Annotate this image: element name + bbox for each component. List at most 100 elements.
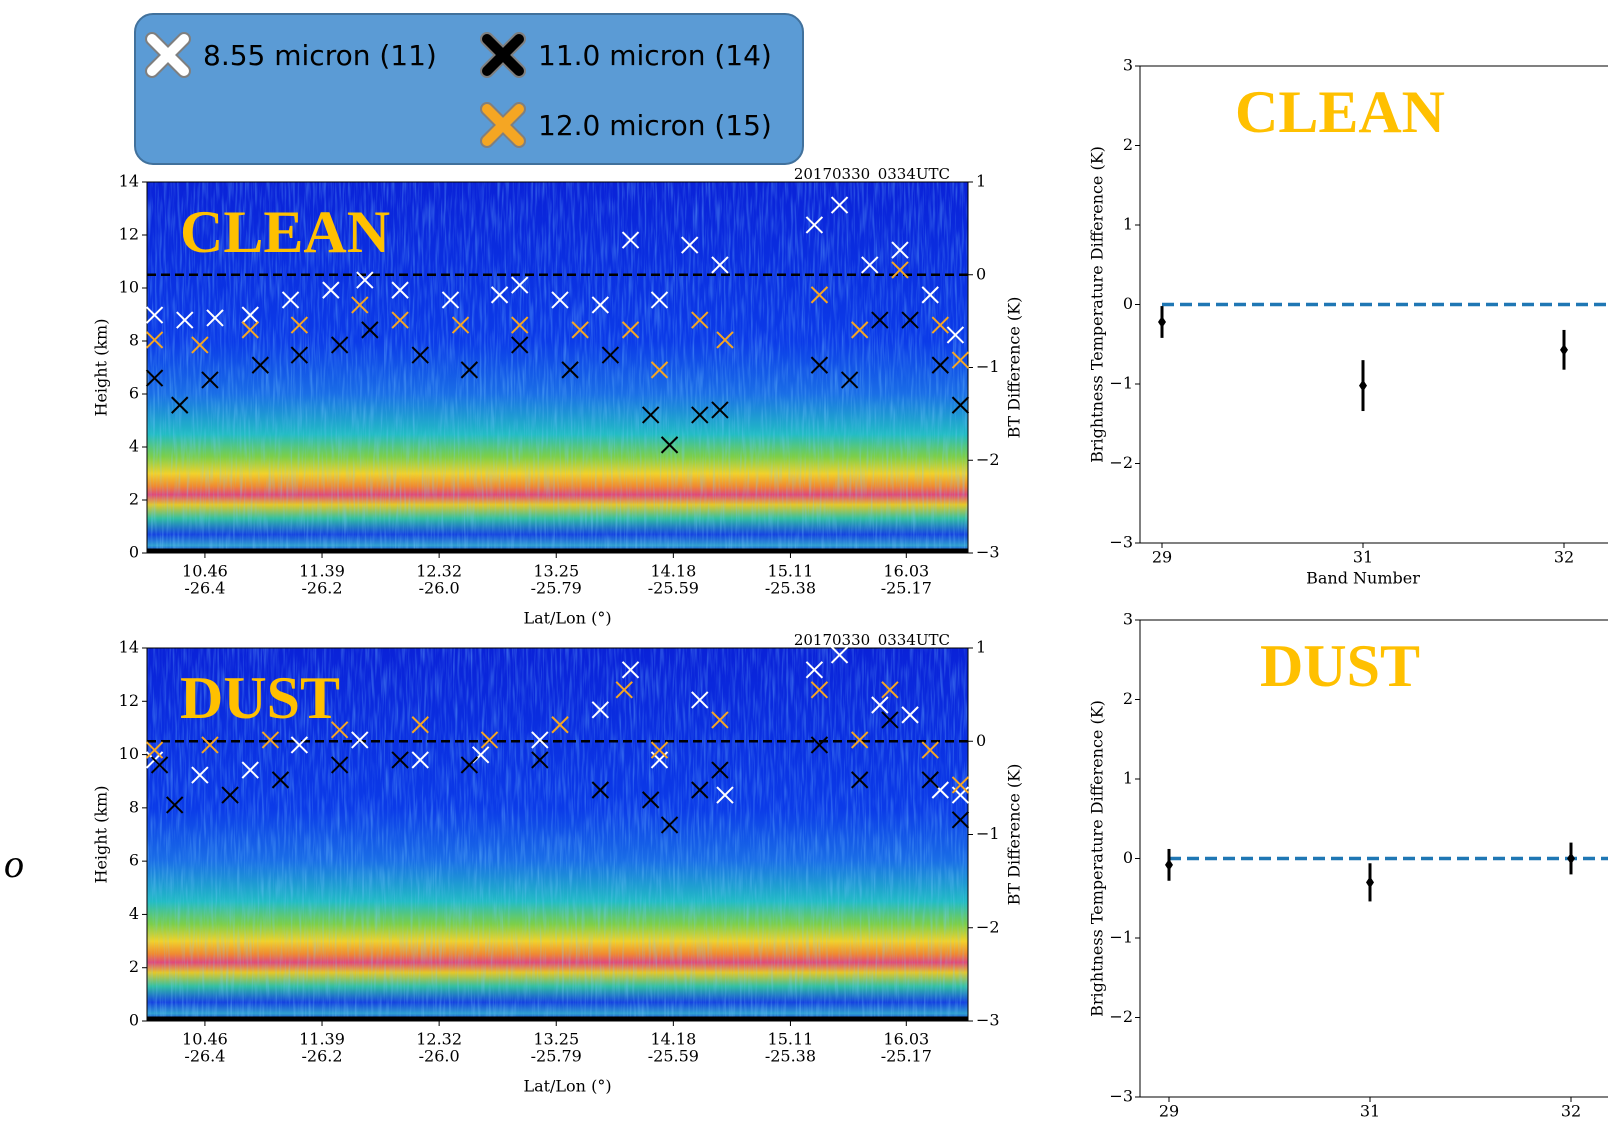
x-tick-label: 29 xyxy=(1159,1102,1179,1121)
marker xyxy=(805,216,824,234)
chart-title: CLEAN xyxy=(1235,79,1445,145)
x-tick-label: 16.03 xyxy=(883,1030,929,1049)
marker xyxy=(351,296,369,314)
point xyxy=(1366,876,1374,889)
x-tick-label: 14.18 xyxy=(650,1030,696,1049)
x-tick-label: -25.79 xyxy=(531,579,582,598)
x-tick-label: 16.03 xyxy=(883,562,929,581)
x-tick-label: -25.38 xyxy=(765,579,816,598)
x-tick-label: 13.25 xyxy=(533,1030,579,1049)
marker xyxy=(571,321,589,339)
x-tick-label: -26.0 xyxy=(419,579,460,598)
marker xyxy=(145,306,164,324)
x-tick-label: 32 xyxy=(1561,1102,1581,1121)
marker xyxy=(650,291,669,309)
point xyxy=(1359,379,1367,392)
marker xyxy=(946,326,965,344)
y-tick-label: 10 xyxy=(119,744,139,763)
x-tick-label: -25.17 xyxy=(881,1047,932,1066)
x-tick-label: -25.59 xyxy=(648,579,699,598)
y-tick-label: 14 xyxy=(119,638,139,657)
y-tick-label: 6 xyxy=(129,851,139,870)
marker xyxy=(171,396,189,414)
marker xyxy=(810,681,829,699)
marker xyxy=(931,316,950,334)
y-tick-label: −2 xyxy=(1109,1007,1133,1026)
timestamp: 20170330_0334UTC xyxy=(794,631,950,649)
marker xyxy=(830,196,849,214)
backscatter-texture xyxy=(147,648,968,1021)
y2-axis-label: BT Difference (K) xyxy=(1005,764,1024,906)
y-tick-label: −2 xyxy=(1109,453,1133,472)
y-tick-label: 3 xyxy=(1123,56,1133,75)
marker xyxy=(201,736,219,754)
marker xyxy=(460,756,479,774)
x-axis-label: Lat/Lon (°) xyxy=(523,1077,611,1096)
marker xyxy=(281,291,300,309)
y-tick-label: 12 xyxy=(119,225,139,244)
y-axis-label: Height (km) xyxy=(92,319,111,417)
marker xyxy=(851,731,869,749)
marker xyxy=(191,766,209,784)
marker xyxy=(711,711,729,729)
y-axis-label: Brightness Temperature Difference (K) xyxy=(1088,700,1107,1017)
marker xyxy=(891,241,909,259)
marker xyxy=(551,291,569,309)
point xyxy=(1560,343,1568,356)
marker xyxy=(716,786,734,804)
marker xyxy=(921,286,939,304)
y-tick-label: 8 xyxy=(129,797,139,816)
marker xyxy=(691,311,709,329)
x-tick-label: 31 xyxy=(1353,548,1373,567)
marker xyxy=(145,369,164,387)
y-tick-label: 1 xyxy=(1123,769,1133,788)
marker xyxy=(641,791,660,809)
marker xyxy=(891,261,909,279)
marker xyxy=(840,371,859,389)
marker xyxy=(561,361,579,379)
marker xyxy=(290,346,309,364)
y-tick-label: 4 xyxy=(129,904,139,923)
marker xyxy=(881,711,899,729)
marker xyxy=(391,311,409,329)
x-tick-label: 14.18 xyxy=(650,562,696,581)
x-tick-label: -25.59 xyxy=(648,1047,699,1066)
marker xyxy=(165,796,184,814)
marker xyxy=(261,731,280,749)
marker xyxy=(441,291,460,309)
marker xyxy=(290,736,309,754)
legend-icon xyxy=(147,34,189,76)
y-tick-label: 2 xyxy=(129,490,139,509)
marker xyxy=(411,716,429,734)
marker xyxy=(145,331,164,349)
marker xyxy=(810,286,829,304)
x-tick-label: 10.46 xyxy=(182,1030,228,1049)
marker xyxy=(810,356,829,374)
marker xyxy=(650,741,669,759)
y-tick-label: 2 xyxy=(129,957,139,976)
y2-tick-label: 0 xyxy=(976,264,986,283)
marker xyxy=(241,761,259,779)
marker xyxy=(660,436,679,454)
marker xyxy=(621,661,640,679)
timestamp: 20170330_0334UTC xyxy=(794,165,950,183)
marker xyxy=(356,271,374,289)
marker xyxy=(531,731,549,749)
marker xyxy=(241,321,259,339)
y-tick-label: 14 xyxy=(119,172,139,191)
x-tick-label: 13.25 xyxy=(533,562,579,581)
y-axis-label: Brightness Temperature Difference (K) xyxy=(1088,146,1107,463)
marker xyxy=(660,816,679,834)
marker xyxy=(490,286,509,304)
x-tick-label: 11.39 xyxy=(299,562,345,581)
marker xyxy=(531,751,549,769)
y-tick-label: 0 xyxy=(1123,848,1133,867)
x-tick-label: 12.32 xyxy=(416,1030,462,1049)
x-tick-label: -26.4 xyxy=(184,579,225,598)
marker xyxy=(951,811,970,829)
x-tick-label: 11.39 xyxy=(299,1030,345,1049)
marker xyxy=(460,361,479,379)
marker xyxy=(601,346,620,364)
y-tick-label: 2 xyxy=(1123,689,1133,708)
